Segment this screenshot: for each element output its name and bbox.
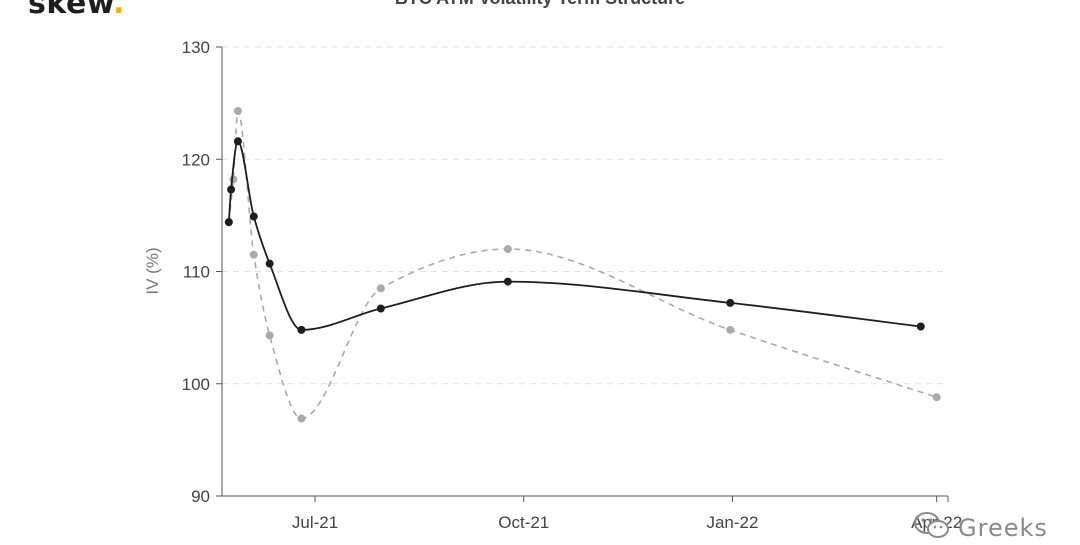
chart-title: BTC ATM Volatility Term Structure — [0, 0, 1080, 9]
data-point-solid — [233, 137, 242, 146]
y-tick-label: 90 — [191, 487, 210, 506]
data-point-dashed — [233, 106, 242, 115]
wechat-icon — [912, 510, 952, 545]
data-point-solid — [916, 322, 925, 331]
data-point-solid — [376, 304, 385, 313]
x-tick-label: Jul-21 — [292, 513, 338, 532]
watermark-text: Greeks — [958, 513, 1048, 542]
data-point-solid — [297, 325, 306, 334]
data-point-solid — [227, 185, 236, 194]
logo-dot: . — [113, 0, 126, 21]
data-point-dashed — [229, 175, 238, 184]
data-point-dashed — [503, 245, 512, 254]
data-point-solid — [503, 277, 512, 286]
logo-text: skew — [28, 0, 114, 21]
data-point-solid — [224, 218, 233, 227]
y-tick-label: 110 — [183, 263, 210, 282]
data-point-solid — [249, 212, 258, 221]
data-point-dashed — [932, 393, 941, 402]
data-point-solid — [265, 259, 274, 268]
y-axis-label: IV (%) — [143, 247, 162, 294]
data-point-dashed — [726, 325, 735, 334]
data-point-dashed — [376, 284, 385, 293]
data-point-dashed — [297, 414, 306, 423]
y-tick-label: 120 — [182, 150, 210, 169]
grid-lines — [222, 46, 948, 385]
x-tick-label: Jan-22 — [706, 513, 758, 532]
watermark: Greeks — [912, 510, 1048, 545]
series-line-dashed — [228, 110, 937, 420]
series-line-solid — [227, 140, 921, 331]
y-tick-label: 130 — [182, 38, 210, 57]
data-point-solid — [726, 298, 735, 307]
series-group — [224, 106, 941, 423]
x-tick-label: Oct-21 — [498, 513, 549, 532]
data-point-dashed — [265, 331, 274, 340]
data-point-dashed — [249, 250, 258, 259]
y-tick-label: 100 — [182, 375, 210, 394]
skew-logo: skew. — [28, 0, 125, 21]
